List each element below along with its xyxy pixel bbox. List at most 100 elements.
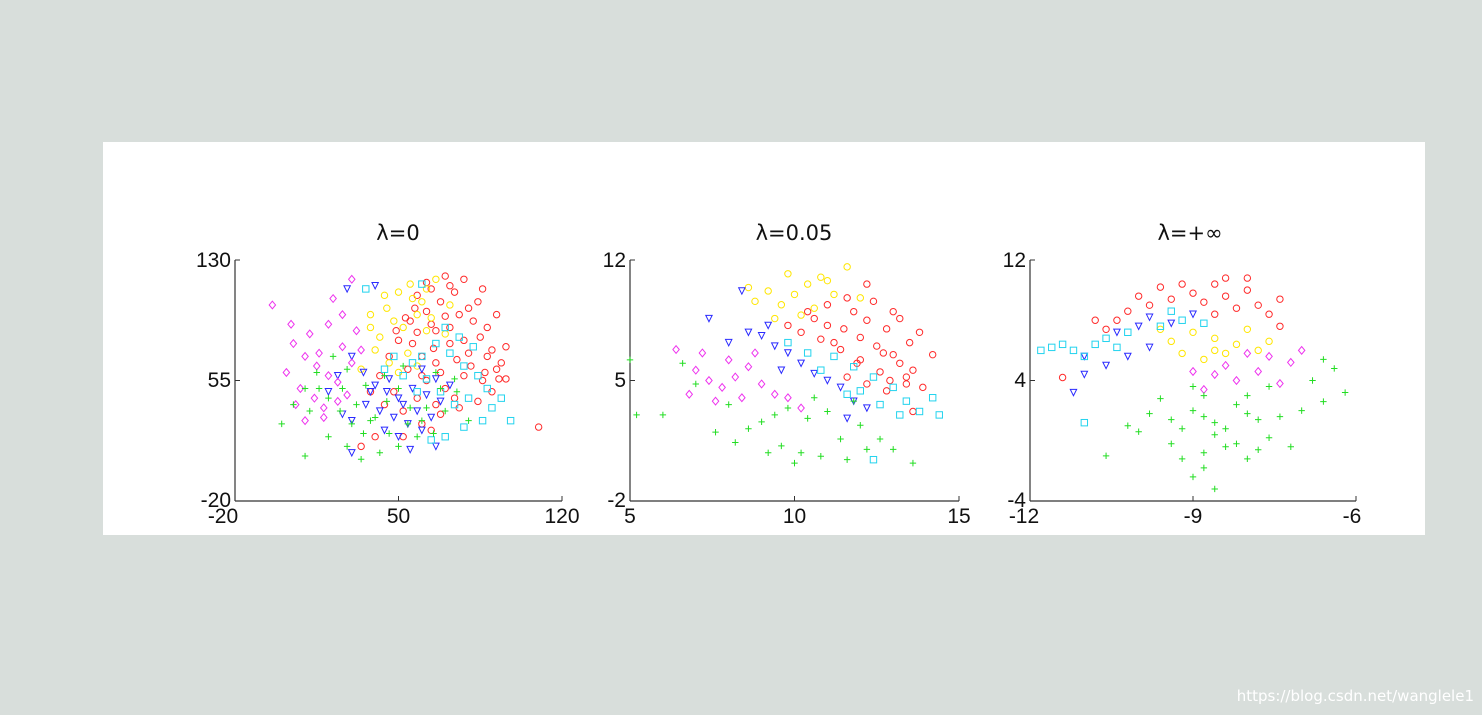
data-point-square bbox=[803, 349, 812, 357]
data-point-square bbox=[441, 323, 449, 332]
data-point-circle bbox=[488, 346, 496, 354]
data-point-circle bbox=[823, 301, 832, 309]
data-point-square bbox=[876, 400, 884, 409]
data-point-triangle bbox=[347, 449, 356, 458]
data-point-square bbox=[1178, 316, 1186, 324]
data-point-triangle bbox=[417, 426, 426, 435]
data-point-circle bbox=[464, 349, 473, 357]
data-point-triangle bbox=[764, 321, 773, 330]
data-point-plus bbox=[850, 397, 857, 405]
data-point-square bbox=[427, 436, 435, 444]
data-point-plus bbox=[406, 404, 414, 412]
data-point-circle bbox=[1232, 340, 1241, 349]
data-point-square bbox=[1069, 346, 1078, 355]
data-point-plus bbox=[909, 459, 917, 467]
data-point-triangle bbox=[431, 442, 440, 451]
data-point-triangle bbox=[1123, 352, 1132, 361]
data-point-circle bbox=[843, 373, 851, 381]
data-point-triangle bbox=[1134, 322, 1143, 331]
data-point-circle bbox=[1221, 292, 1230, 300]
data-point-circle bbox=[390, 317, 398, 325]
data-point-circle bbox=[422, 278, 431, 287]
data-point-square bbox=[1113, 343, 1121, 352]
data-point-square bbox=[408, 359, 417, 367]
data-point-triangle bbox=[1102, 361, 1111, 370]
data-point-diamond bbox=[1243, 348, 1252, 359]
data-point-circle bbox=[1156, 283, 1165, 291]
data-point-diamond bbox=[347, 358, 356, 368]
y-tick-label: -4 bbox=[1007, 489, 1026, 512]
data-point-diamond bbox=[1265, 351, 1273, 362]
data-point-circle bbox=[1167, 337, 1175, 346]
data-point-circle bbox=[909, 366, 917, 374]
data-point-triangle bbox=[413, 407, 422, 416]
data-point-plus bbox=[437, 385, 444, 392]
data-point-circle bbox=[843, 263, 851, 271]
data-point-plus bbox=[376, 449, 384, 456]
data-point-triangle bbox=[382, 388, 391, 397]
data-point-plus bbox=[1222, 425, 1229, 432]
data-point-plus bbox=[1244, 392, 1251, 399]
scatter-figure: λ=0 130 55 -20 -20 50 120 λ=0.05 12 5 bbox=[196, 221, 1361, 528]
data-point-plus bbox=[306, 407, 313, 415]
data-point-circle bbox=[436, 298, 445, 306]
data-point-circle bbox=[882, 325, 891, 333]
data-point-circle bbox=[823, 276, 832, 285]
data-point-circle bbox=[371, 433, 379, 441]
data-point-square bbox=[483, 384, 491, 393]
data-point-circle bbox=[441, 330, 449, 338]
data-point-square bbox=[474, 371, 482, 380]
data-point-triangle bbox=[406, 445, 415, 454]
data-point-diamond bbox=[338, 342, 347, 352]
data-point-circle bbox=[1211, 334, 1219, 343]
data-point-circle bbox=[863, 316, 871, 324]
data-point-plus bbox=[343, 366, 351, 373]
data-point-triangle bbox=[380, 426, 389, 435]
data-point-triangle bbox=[347, 352, 356, 361]
data-point-diamond bbox=[301, 351, 309, 362]
data-point-diamond bbox=[1189, 366, 1197, 377]
data-point-diamond bbox=[282, 367, 291, 378]
data-point-plus bbox=[1255, 446, 1262, 453]
data-point-plus bbox=[732, 439, 739, 446]
data-point-circle bbox=[1145, 301, 1154, 309]
data-point-circle bbox=[492, 365, 501, 373]
data-point-circle bbox=[823, 321, 832, 330]
data-point-plus bbox=[362, 382, 369, 389]
data-point-circle bbox=[902, 380, 911, 388]
data-point-circle bbox=[413, 310, 421, 319]
data-point-plus bbox=[1244, 410, 1251, 417]
data-point-circle bbox=[751, 297, 759, 306]
data-point-plus bbox=[357, 456, 365, 463]
data-point-circle bbox=[427, 320, 435, 328]
data-point-plus bbox=[1200, 413, 1208, 420]
data-point-triangle bbox=[431, 375, 440, 384]
data-point-diamond bbox=[315, 348, 323, 358]
data-point-plus bbox=[1309, 377, 1316, 384]
y-tick-label: -2 bbox=[607, 489, 626, 512]
data-point-square bbox=[1080, 418, 1089, 427]
data-point-diamond bbox=[319, 412, 328, 423]
data-point-plus bbox=[329, 353, 337, 360]
x-tick-label: -9 bbox=[1184, 505, 1203, 528]
data-point-square bbox=[817, 366, 825, 374]
data-point-plus bbox=[453, 388, 461, 395]
data-point-plus bbox=[371, 414, 379, 421]
figure-panel: λ=0 130 55 -20 -20 50 120 λ=0.05 12 5 bbox=[103, 142, 1425, 535]
data-point-circle bbox=[856, 294, 864, 302]
data-point-diamond bbox=[312, 361, 321, 371]
data-point-diamond bbox=[685, 389, 694, 399]
data-point-triangle bbox=[737, 287, 746, 296]
data-point-triangle bbox=[361, 400, 370, 409]
data-point-circle bbox=[446, 339, 454, 348]
data-point-circle bbox=[1211, 346, 1219, 355]
data-points bbox=[1037, 274, 1349, 493]
data-point-circle bbox=[1113, 316, 1121, 324]
data-point-square bbox=[464, 394, 473, 402]
data-point-circle bbox=[810, 314, 818, 323]
data-point-plus bbox=[1200, 392, 1208, 399]
data-point-square bbox=[478, 416, 487, 425]
data-point-plus bbox=[626, 356, 634, 364]
data-point-square bbox=[889, 383, 897, 392]
data-point-diamond bbox=[1200, 384, 1208, 395]
